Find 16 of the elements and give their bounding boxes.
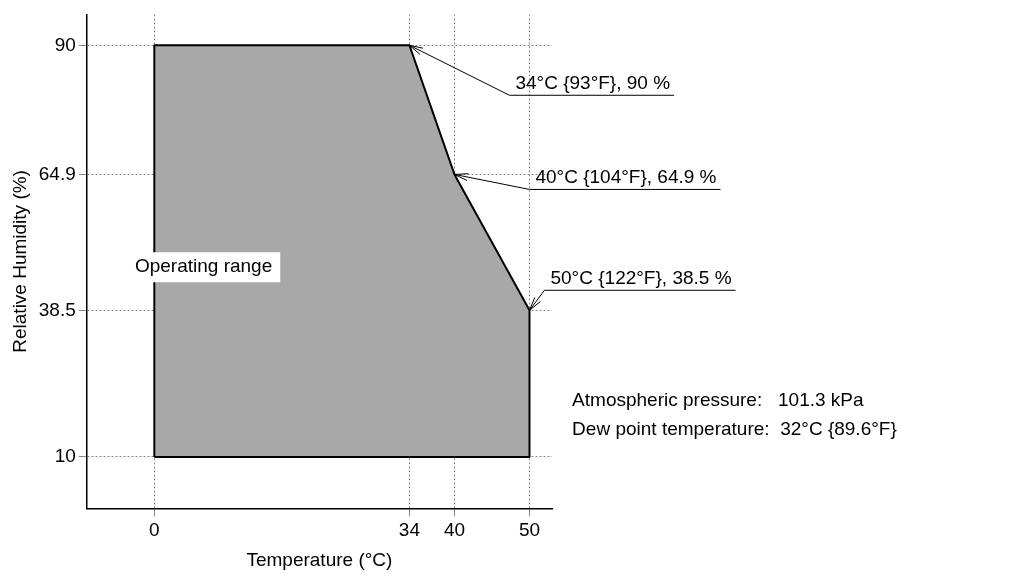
text: Dew point temperature: 32°C {89.6°F} bbox=[572, 418, 897, 440]
y-tick-label: 64.9 bbox=[38, 162, 76, 184]
x-tick-label: 40 bbox=[443, 519, 466, 541]
annotation: 40°C {104°F}, 64.9 % bbox=[535, 166, 717, 188]
x-tick-label: 50 bbox=[518, 519, 541, 541]
text: Atmospheric pressure: 101.3 kPa bbox=[572, 389, 865, 411]
x-tick-label: 0 bbox=[149, 519, 160, 541]
x-axis-title: Temperature (°C) bbox=[246, 548, 393, 570]
y-tick-label: 90 bbox=[54, 33, 76, 55]
y-tick-label: 38.5 bbox=[38, 298, 76, 320]
y-tick-label: 10 bbox=[54, 445, 76, 467]
annotation: Operating range bbox=[134, 255, 273, 277]
annotation: 34°C {93°F}, 90 % bbox=[515, 72, 671, 94]
x-tick-label: 34 bbox=[398, 519, 421, 541]
y-axis-title: Relative Humidity (%) bbox=[8, 170, 30, 353]
annotation: 50°C {122°F}, 38.5 % bbox=[550, 267, 732, 289]
